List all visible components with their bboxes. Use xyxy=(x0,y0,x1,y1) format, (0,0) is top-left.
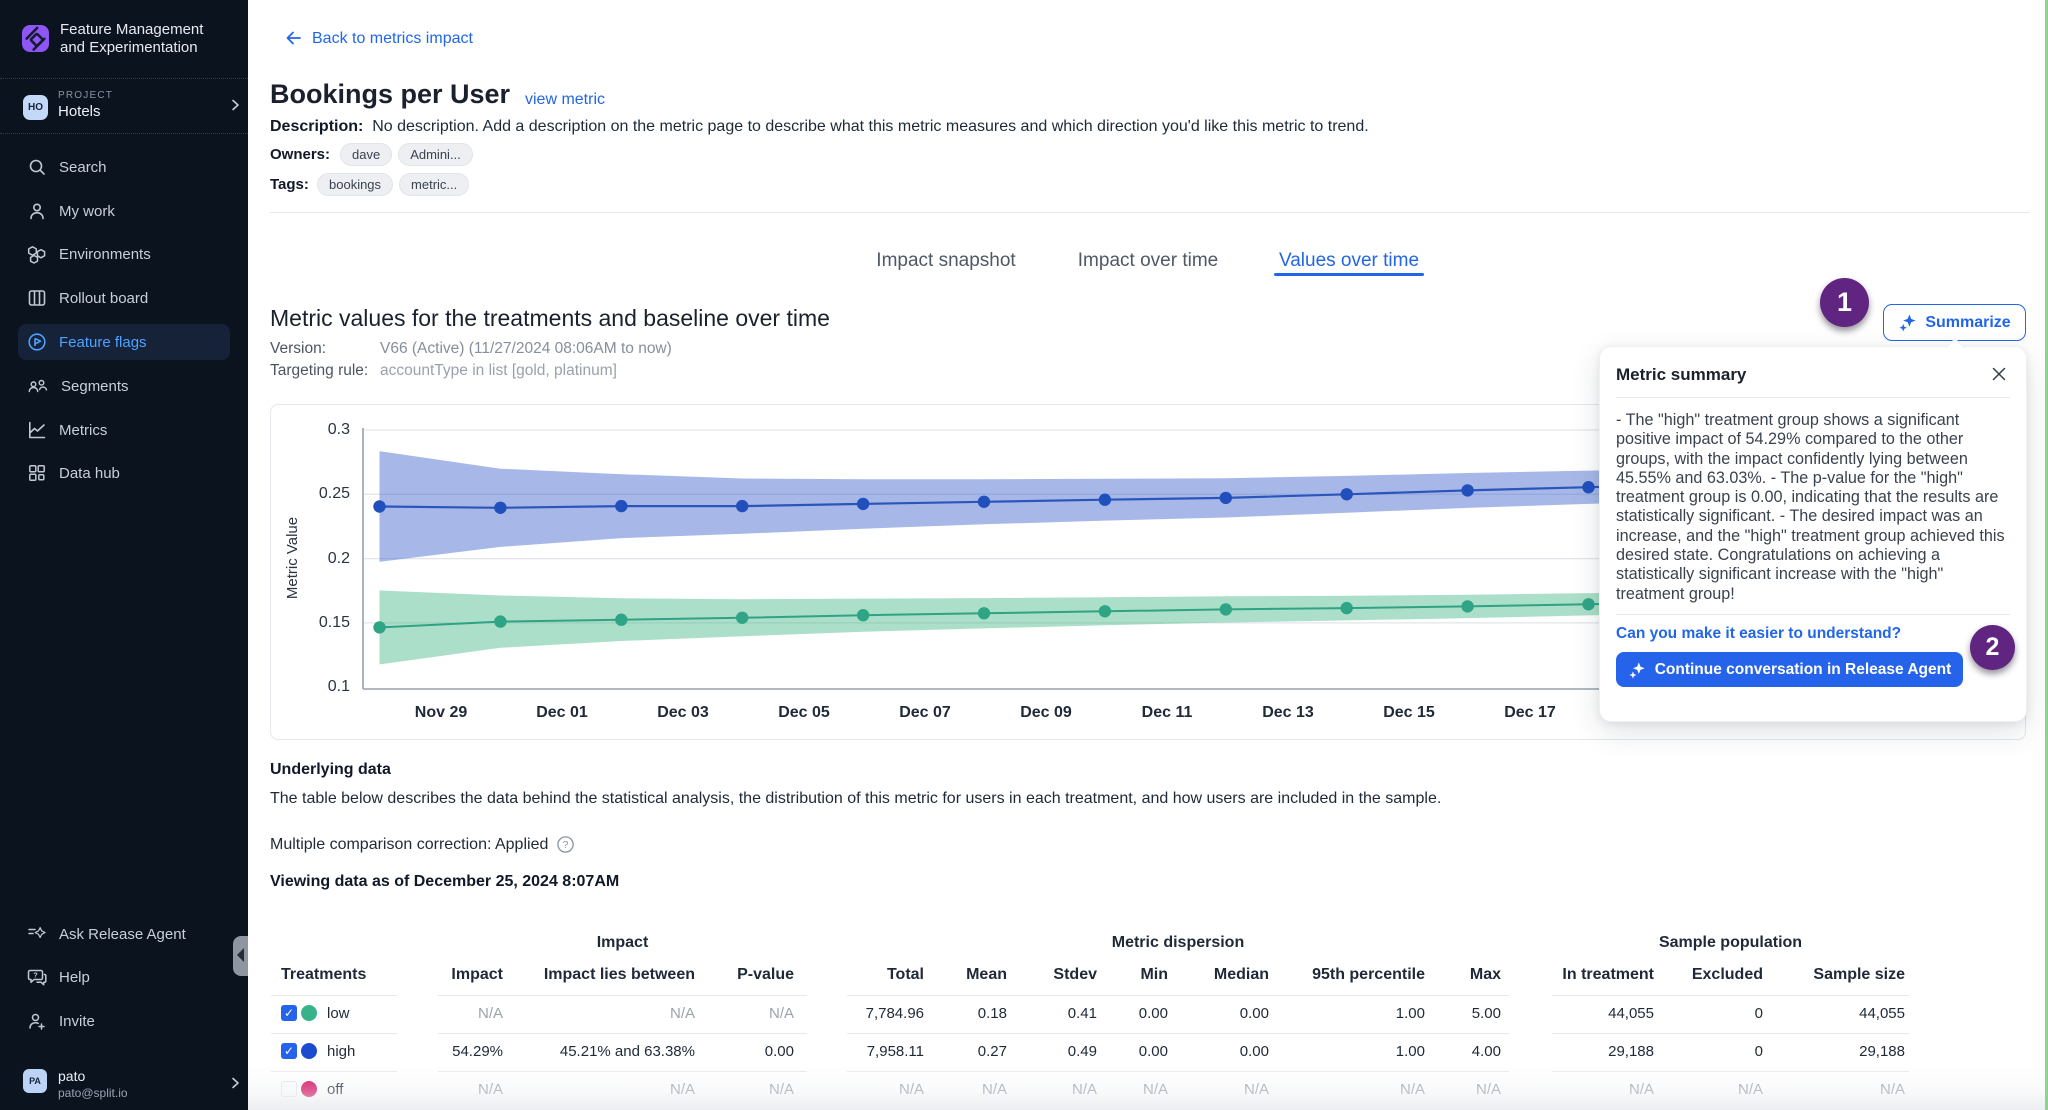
svg-text:?: ? xyxy=(33,971,38,980)
svg-text:?: ? xyxy=(563,839,569,851)
